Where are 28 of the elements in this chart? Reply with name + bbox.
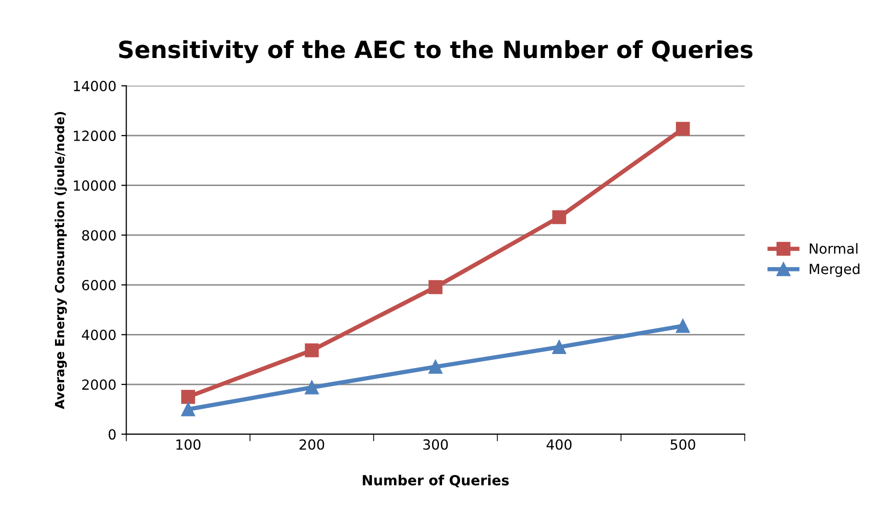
point: [304, 380, 319, 394]
point: [552, 210, 566, 224]
x-tick-label: 100: [176, 439, 200, 450]
x-tick-label: 400: [546, 439, 572, 450]
point: [304, 343, 319, 358]
point: [181, 402, 196, 416]
point: [428, 280, 442, 294]
y-tick-label: 4000: [82, 330, 116, 340]
legend-label: Merged: [810, 263, 860, 277]
x-tick-label: 500: [670, 439, 696, 450]
chart-title: Sensitivity of the AEC to the Number of Queries: [119, 40, 752, 64]
point: [676, 319, 690, 333]
y-axis-title: Average Energy Consumption (joule/node): [54, 112, 67, 410]
point: [676, 122, 690, 136]
x-tick-label: 300: [423, 439, 448, 450]
y-tick-label: 12000: [74, 130, 116, 142]
y-tick-label: 8000: [82, 230, 116, 241]
y-tick-label: 6000: [82, 280, 116, 290]
point: [428, 360, 442, 374]
y-tick-label: 14000: [74, 80, 116, 92]
y-tick-label: 10000: [74, 180, 116, 191]
y-tick-label: 2000: [82, 379, 116, 390]
y-tick-label: 0: [108, 429, 116, 440]
legend-label: Normal: [810, 243, 858, 254]
point: [181, 390, 196, 404]
x-tick-label: 200: [300, 439, 324, 450]
point: [552, 340, 566, 354]
x-axis-title: Number of Queries: [362, 474, 509, 488]
